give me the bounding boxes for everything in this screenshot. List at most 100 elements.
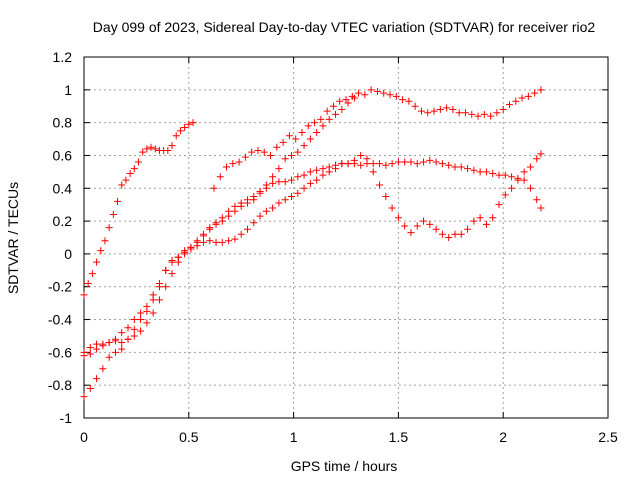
data-point [212, 238, 220, 246]
data-point [231, 235, 239, 243]
data-point [407, 229, 415, 237]
data-point [260, 148, 268, 156]
data-point [231, 207, 239, 215]
data-point [382, 192, 390, 200]
data-point [143, 145, 151, 153]
data-point [311, 119, 319, 127]
data-point [319, 122, 327, 130]
data-point [537, 86, 545, 94]
data-point [401, 222, 409, 230]
data-point [88, 270, 96, 278]
data-point [139, 148, 147, 156]
data-point [93, 375, 101, 383]
data-point [105, 224, 113, 232]
data-point [99, 365, 107, 373]
data-point [306, 135, 314, 143]
data-point [329, 102, 337, 110]
data-points [80, 86, 545, 401]
data-point [493, 109, 501, 117]
y-tick-label: 0.4 [53, 180, 73, 196]
axis-ticks [83, 56, 609, 419]
data-point [413, 160, 421, 168]
y-tick-label: 0 [64, 246, 72, 262]
data-point [482, 168, 490, 176]
data-point [137, 316, 145, 324]
data-point [250, 196, 258, 204]
data-point [357, 151, 365, 159]
data-point [317, 115, 325, 123]
data-point [137, 309, 145, 317]
data-point [143, 307, 151, 315]
data-point [338, 106, 346, 114]
data-point [407, 158, 415, 166]
data-point [386, 91, 394, 99]
x-axis-label: GPS time / hours [291, 458, 398, 474]
data-point [288, 176, 296, 184]
data-point [526, 163, 534, 171]
data-point [162, 266, 170, 274]
x-tick-label: 1.5 [389, 429, 409, 445]
data-point [155, 283, 163, 291]
data-point [392, 92, 400, 100]
data-point [241, 153, 249, 161]
data-point [206, 224, 214, 232]
data-point [382, 161, 390, 169]
data-point [80, 348, 88, 356]
data-point [457, 163, 465, 171]
data-point [124, 335, 132, 343]
data-point [489, 214, 497, 222]
data-point [336, 97, 344, 105]
data-point [476, 168, 484, 176]
data-point [388, 160, 396, 168]
data-point [225, 237, 233, 245]
data-point [149, 309, 157, 317]
data-point [455, 109, 463, 117]
data-point [206, 237, 214, 245]
y-tick-label: 1.2 [53, 49, 73, 65]
data-point [480, 110, 488, 118]
data-point [275, 178, 283, 186]
y-tick-label: 1 [64, 82, 72, 98]
data-point [363, 155, 371, 163]
chart-title: Day 099 of 2023, Sidereal Day-to-day VTE… [93, 19, 596, 35]
data-point [243, 225, 251, 233]
data-point [137, 327, 145, 335]
axis-tick-labels: -1 -0.8 -0.6 -0.4 -0.2 0 0.2 0.4 0.6 0.8 1 1.2 0 0.5 1… [48, 49, 618, 445]
data-point [501, 191, 509, 199]
data-point [306, 179, 314, 187]
y-tick-label: 0.8 [53, 115, 73, 131]
data-point [470, 166, 478, 174]
data-point [275, 165, 283, 173]
data-point [438, 160, 446, 168]
data-point [438, 230, 446, 238]
data-point [495, 171, 503, 179]
data-point [319, 171, 327, 179]
data-point [225, 212, 233, 220]
data-point [281, 196, 289, 204]
data-point [288, 192, 296, 200]
data-point [269, 204, 277, 212]
data-point [514, 176, 522, 184]
data-point [118, 339, 126, 347]
data-point [445, 234, 453, 241]
data-point [306, 168, 314, 176]
data-point [269, 173, 277, 181]
data-point [281, 178, 289, 186]
data-point [436, 106, 444, 114]
data-point [338, 160, 346, 168]
data-point [520, 176, 528, 184]
data-point [313, 128, 321, 136]
data-point [508, 184, 516, 192]
y-tick-label: -0.8 [48, 377, 72, 393]
data-point [300, 171, 308, 179]
data-point [187, 243, 195, 251]
data-point [294, 173, 302, 181]
data-point [84, 279, 92, 287]
data-point [130, 332, 138, 340]
data-point [218, 217, 226, 225]
data-point [130, 316, 138, 324]
data-point [273, 143, 281, 151]
data-point [380, 89, 388, 97]
data-point [185, 120, 193, 128]
